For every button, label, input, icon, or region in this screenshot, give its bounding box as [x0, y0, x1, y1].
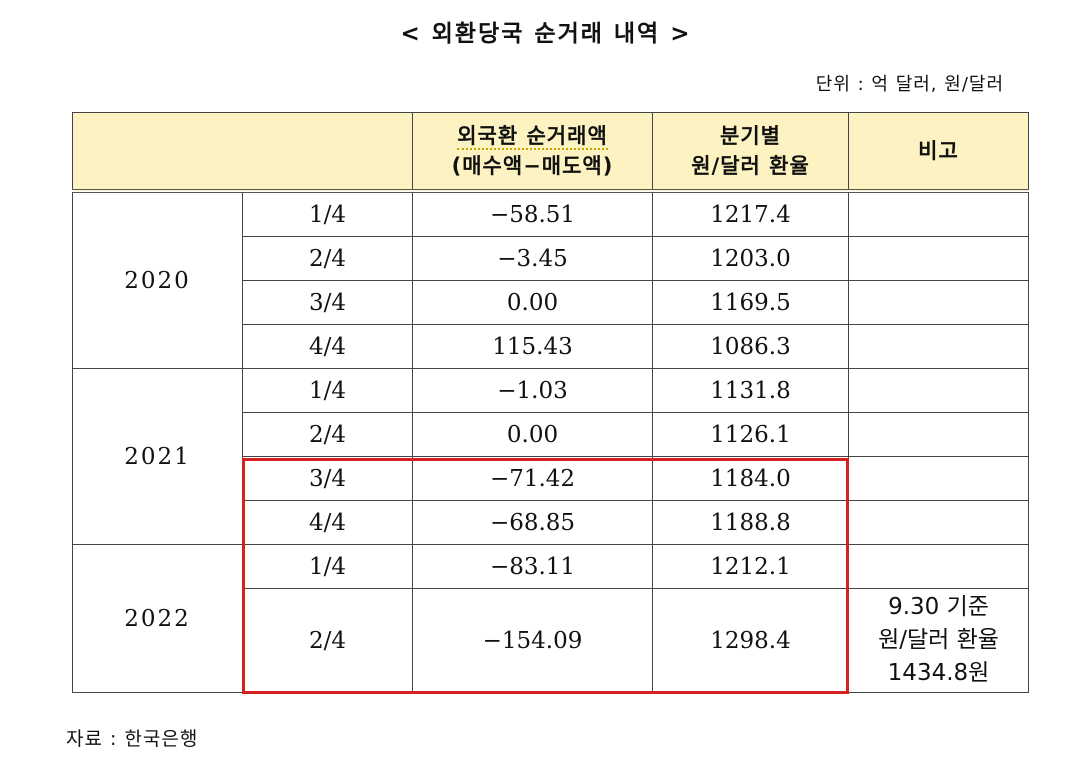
- exchange-rate-cell: 1126.1: [652, 412, 849, 457]
- header-net-amount: 외국환 순거래액 (매수액−매도액): [412, 112, 653, 193]
- fx-net-transaction-table: 외국환 순거래액 (매수액−매도액) 분기별 원/달러 환율 비고 2020 1…: [72, 112, 1029, 693]
- header-rate-line1: 분기별: [720, 124, 781, 148]
- net-amount-cell: −1.03: [412, 368, 653, 413]
- year-cell: 2021: [72, 368, 243, 545]
- exchange-rate-cell: 1131.8: [652, 368, 849, 413]
- net-amount-cell: −83.11: [412, 544, 653, 589]
- exchange-rate-cell: 1212.1: [652, 544, 849, 589]
- remark-cell: [848, 412, 1029, 457]
- table-row: 2022 1/4 −83.11 1212.1: [72, 544, 1029, 693]
- quarter-cell: 3/4: [242, 456, 413, 501]
- table-row: 2/4 0.00 1126.1: [73, 412, 1029, 457]
- header-rate-line2: 원/달러 환율: [691, 154, 810, 178]
- remark-cell: [848, 324, 1029, 369]
- remark-cell: [848, 456, 1029, 501]
- table-row: 4/4 115.43 1086.3: [73, 324, 1029, 369]
- unit-note: 단위 : 억 달러, 원/달러: [815, 74, 1004, 95]
- exchange-rate-cell: 1169.5: [652, 280, 849, 325]
- table-row: 2/4 −154.09 1298.4 9.30 기준 원/달러 환율 1434.…: [73, 588, 1029, 693]
- exchange-rate-cell: 1086.3: [652, 324, 849, 369]
- exchange-rate-cell: 1217.4: [652, 190, 849, 237]
- remark-line-basis: 9.30 기준: [888, 594, 989, 620]
- remark-line-value: 1434.8원: [887, 660, 990, 686]
- remark-cell: 9.30 기준 원/달러 환율 1434.8원: [848, 588, 1029, 693]
- remark-cell: [848, 544, 1029, 589]
- exchange-rate-cell: 1188.8: [652, 500, 849, 545]
- quarter-cell: 4/4: [242, 324, 413, 369]
- table-header-row: 외국환 순거래액 (매수액−매도액) 분기별 원/달러 환율 비고: [72, 112, 1029, 193]
- exchange-rate-cell: 1298.4: [652, 588, 849, 693]
- table-row: 4/4 −68.85 1188.8: [73, 500, 1029, 545]
- net-amount-cell: −154.09: [412, 588, 653, 693]
- net-amount-cell: 115.43: [412, 324, 653, 369]
- net-amount-cell: −71.42: [412, 456, 653, 501]
- table-row: 3/4 0.00 1169.5: [73, 280, 1029, 325]
- remark-cell: [848, 190, 1029, 237]
- header-period-cell: [72, 112, 413, 193]
- header-exchange-rate: 분기별 원/달러 환율: [652, 112, 849, 193]
- net-amount-cell: −3.45: [412, 236, 653, 281]
- quarter-cell: 1/4: [242, 544, 413, 589]
- quarter-cell: 1/4: [242, 368, 413, 413]
- page-title: < 외환당국 순거래 내역 >: [400, 21, 692, 47]
- header-remark: 비고: [848, 112, 1029, 193]
- net-amount-cell: 0.00: [412, 280, 653, 325]
- net-amount-cell: −68.85: [412, 500, 653, 545]
- exchange-rate-cell: 1203.0: [652, 236, 849, 281]
- header-net-line2: (매수액−매도액): [451, 154, 614, 178]
- quarter-cell: 2/4: [242, 588, 413, 693]
- table-row: 3/4 −71.42 1184.0: [73, 456, 1029, 501]
- quarter-cell: 1/4: [242, 190, 413, 237]
- quarter-cell: 4/4: [242, 500, 413, 545]
- remark-cell: [848, 236, 1029, 281]
- exchange-rate-cell: 1184.0: [652, 456, 849, 501]
- quarter-cell: 3/4: [242, 280, 413, 325]
- year-cell: 2020: [72, 190, 243, 369]
- header-net-line1: 외국환 순거래액: [457, 124, 608, 150]
- quarter-cell: 2/4: [242, 236, 413, 281]
- source-note: 자료 : 한국은행: [66, 728, 199, 750]
- table-row: 2020 1/4 −58.51 1217.4: [72, 190, 1029, 369]
- remark-cell: [848, 280, 1029, 325]
- remark-cell: [848, 500, 1029, 545]
- quarter-cell: 2/4: [242, 412, 413, 457]
- year-cell: 2022: [72, 544, 243, 693]
- remark-line-label: 원/달러 환율: [878, 627, 999, 653]
- remark-cell: [848, 368, 1029, 413]
- table-row: 2021 1/4 −1.03 1131.8: [72, 368, 1029, 545]
- net-amount-cell: −58.51: [412, 190, 653, 237]
- net-amount-cell: 0.00: [412, 412, 653, 457]
